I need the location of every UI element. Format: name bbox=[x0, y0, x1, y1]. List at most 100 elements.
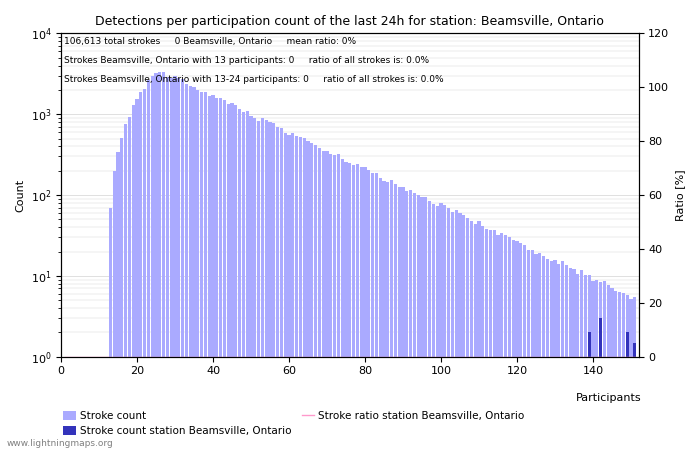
Bar bbox=[629, 299, 633, 450]
Bar bbox=[204, 92, 207, 450]
Bar bbox=[238, 109, 242, 450]
Bar bbox=[610, 288, 614, 450]
Bar bbox=[584, 275, 587, 450]
Bar bbox=[485, 229, 488, 450]
Stroke ratio station Beamsville, Ontario bbox=[338, 354, 346, 360]
Bar bbox=[565, 265, 568, 450]
Bar bbox=[147, 81, 150, 450]
Bar bbox=[462, 215, 466, 450]
Bar bbox=[603, 282, 606, 450]
Bar bbox=[413, 193, 416, 450]
Bar bbox=[268, 122, 272, 450]
Bar bbox=[568, 268, 572, 450]
Stroke ratio station Beamsville, Ontario bbox=[460, 354, 468, 360]
Bar bbox=[523, 245, 526, 450]
Bar bbox=[550, 261, 553, 450]
Bar bbox=[155, 72, 158, 450]
Bar bbox=[474, 224, 477, 450]
Bar bbox=[166, 76, 169, 450]
Bar bbox=[302, 138, 306, 450]
Bar bbox=[519, 243, 522, 450]
Bar bbox=[534, 254, 538, 450]
Bar bbox=[481, 225, 484, 450]
Bar bbox=[496, 234, 500, 450]
Bar bbox=[405, 191, 408, 450]
Bar bbox=[561, 261, 564, 450]
Bar bbox=[174, 76, 176, 450]
Bar bbox=[398, 187, 401, 450]
Bar bbox=[272, 123, 276, 450]
Bar bbox=[189, 86, 192, 450]
Bar bbox=[265, 121, 268, 450]
Stroke ratio station Beamsville, Ontario bbox=[61, 354, 69, 360]
Bar bbox=[326, 151, 329, 450]
Bar bbox=[493, 230, 496, 450]
Bar bbox=[424, 197, 428, 450]
Stroke ratio station Beamsville, Ontario bbox=[620, 354, 628, 360]
Bar bbox=[512, 240, 514, 450]
Bar bbox=[116, 152, 120, 450]
Bar bbox=[470, 221, 473, 450]
Bar bbox=[435, 206, 439, 450]
Bar bbox=[177, 78, 181, 450]
Bar bbox=[276, 127, 279, 450]
Bar bbox=[454, 210, 458, 450]
Bar bbox=[230, 103, 234, 450]
Stroke ratio station Beamsville, Ontario bbox=[421, 354, 430, 360]
Bar bbox=[310, 143, 314, 450]
Bar bbox=[113, 171, 116, 450]
Y-axis label: Count: Count bbox=[15, 179, 25, 212]
Bar bbox=[592, 281, 594, 450]
Bar bbox=[626, 333, 629, 450]
Bar bbox=[215, 98, 218, 450]
Bar bbox=[348, 163, 351, 450]
Bar bbox=[607, 285, 610, 450]
Bar bbox=[124, 124, 127, 450]
Bar bbox=[573, 269, 575, 450]
Bar bbox=[458, 213, 461, 450]
Bar bbox=[295, 136, 298, 450]
Bar bbox=[329, 154, 332, 450]
Bar bbox=[428, 201, 431, 450]
Bar bbox=[599, 318, 602, 450]
Bar bbox=[440, 203, 442, 450]
Bar bbox=[136, 99, 139, 450]
Bar bbox=[321, 152, 325, 450]
Bar bbox=[531, 250, 534, 450]
Bar bbox=[307, 141, 309, 450]
Bar bbox=[515, 241, 519, 450]
Bar bbox=[451, 212, 454, 450]
Bar bbox=[246, 111, 249, 450]
Bar bbox=[557, 264, 561, 450]
Bar bbox=[337, 154, 340, 450]
Bar bbox=[344, 162, 348, 450]
Bar bbox=[634, 297, 636, 450]
Bar bbox=[409, 189, 412, 450]
Bar bbox=[500, 233, 503, 450]
Stroke ratio station Beamsville, Ontario bbox=[631, 354, 639, 360]
Bar bbox=[314, 145, 317, 450]
Bar bbox=[554, 260, 556, 450]
Bar bbox=[379, 178, 382, 450]
Bar bbox=[542, 256, 545, 450]
Text: Strokes Beamsville, Ontario with 13 participants: 0     ratio of all strokes is:: Strokes Beamsville, Ontario with 13 part… bbox=[64, 56, 429, 65]
Legend: Stroke count, Stroke count station Beamsville, Ontario, Stroke ratio station Bea: Stroke count, Stroke count station Beams… bbox=[59, 407, 529, 440]
Y-axis label: Ratio [%]: Ratio [%] bbox=[675, 169, 685, 221]
Bar bbox=[341, 159, 344, 450]
Bar bbox=[546, 258, 549, 450]
Bar bbox=[208, 95, 211, 450]
Text: Strokes Beamsville, Ontario with 13-24 participants: 0     ratio of all strokes : Strokes Beamsville, Ontario with 13-24 p… bbox=[64, 76, 444, 85]
Bar bbox=[352, 165, 356, 450]
Bar bbox=[234, 105, 237, 450]
Bar bbox=[196, 90, 200, 450]
Text: 106,613 total strokes     0 Beamsville, Ontario     mean ratio: 0%: 106,613 total strokes 0 Beamsville, Onta… bbox=[64, 36, 356, 45]
Bar bbox=[261, 118, 264, 450]
Bar bbox=[356, 164, 359, 450]
Bar bbox=[227, 104, 230, 450]
Bar bbox=[614, 291, 617, 450]
Bar bbox=[527, 250, 530, 450]
Bar bbox=[299, 137, 302, 450]
Bar bbox=[386, 182, 389, 450]
Bar bbox=[333, 155, 336, 450]
Bar bbox=[466, 218, 469, 450]
